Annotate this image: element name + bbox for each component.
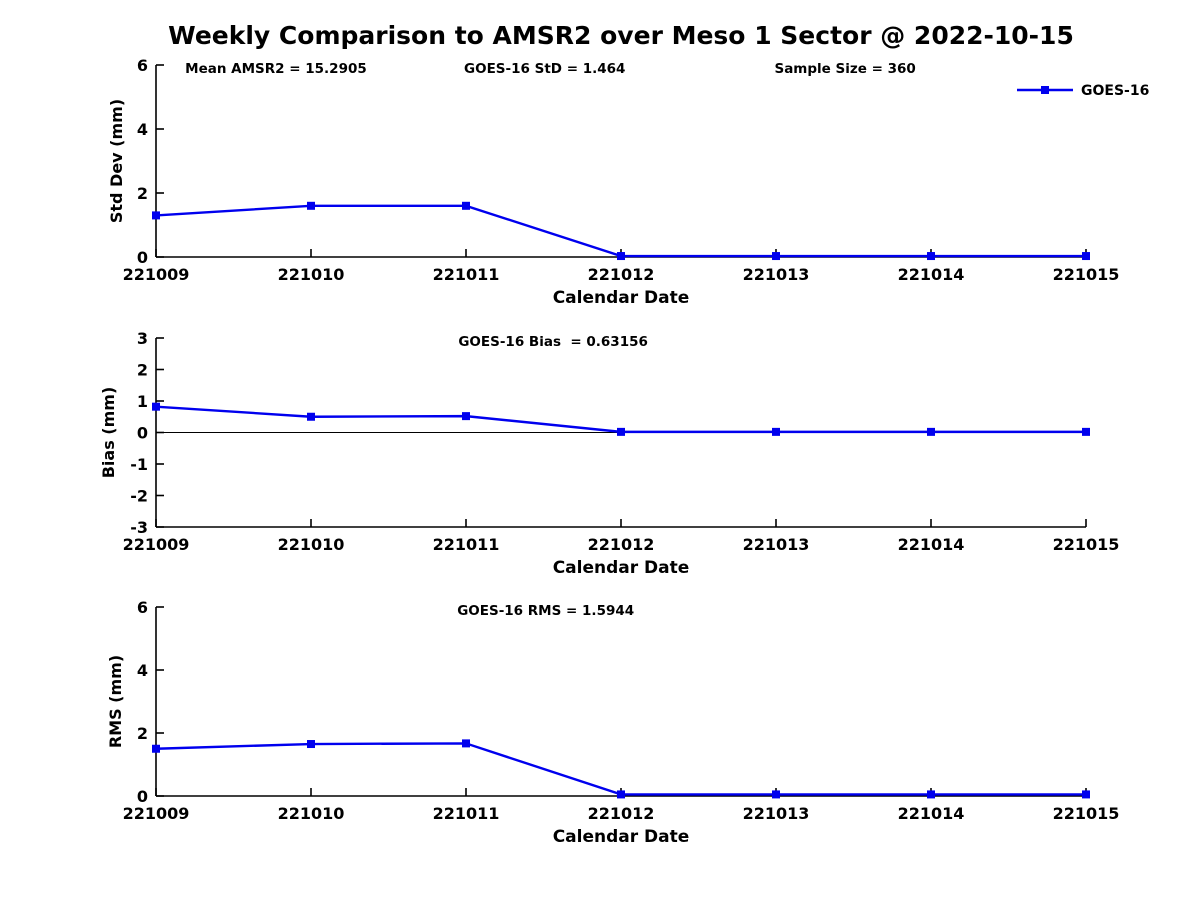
data-point-marker [1082,790,1090,799]
stat-annotation: GOES-16 StD = 1.464 [464,61,625,77]
series-line [155,204,1086,258]
data-point-marker [617,252,625,261]
y-tick-label: 0 [137,787,148,806]
x-tick-label: 221009 [123,265,190,284]
x-axis-label: Calendar Date [553,288,690,308]
y-tick-label: 2 [137,184,148,203]
x-tick-label: 221010 [278,265,345,284]
y-tick-label: 6 [137,56,148,75]
data-point-marker [462,412,470,421]
y-tick-label: 0 [137,248,148,267]
x-tick-label: 221014 [898,265,965,284]
x-tick-label: 221013 [743,535,810,554]
data-point-marker [307,740,315,749]
x-tick-label: 221015 [1053,535,1120,554]
data-point-marker [462,739,470,748]
y-axis-label: Std Dev (mm) [107,99,126,223]
y-tick-label: 1 [137,392,148,411]
x-tick-label: 221012 [588,535,655,554]
data-point-marker [927,790,935,799]
y-tick-label: -1 [130,455,148,474]
x-tick-label: 221011 [433,804,500,823]
chart-title: Weekly Comparison to AMSR2 over Meso 1 S… [168,21,1074,50]
data-point-marker [927,252,935,261]
x-tick-label: 221012 [588,265,655,284]
data-point-marker [617,790,625,799]
data-point-marker [1082,427,1090,436]
x-tick-label: 221014 [898,535,965,554]
data-point-marker [1082,252,1090,261]
subplot-rms [152,606,1090,799]
legend-label: GOES-16 [1081,83,1149,99]
data-point-marker [772,252,780,261]
x-tick-label: 221011 [433,535,500,554]
y-tick-label: 4 [137,661,148,680]
data-point-marker [152,744,160,753]
y-tick-label: 0 [137,424,148,443]
legend-marker [1041,86,1049,94]
y-tick-label: 2 [137,361,148,380]
subplot-std [152,64,1090,261]
x-tick-label: 221013 [743,265,810,284]
y-axis-label: RMS (mm) [106,655,125,748]
x-tick-label: 221011 [433,265,500,284]
data-point-marker [772,790,780,799]
x-axis-label: Calendar Date [553,558,690,578]
data-point-marker [152,402,160,411]
data-point-marker [617,427,625,436]
x-tick-label: 221015 [1053,265,1120,284]
stat-annotation: GOES-16 Bias = 0.63156 [458,334,648,350]
x-tick-label: 221014 [898,804,965,823]
x-tick-label: 221013 [743,804,810,823]
x-tick-label: 221009 [123,535,190,554]
y-tick-label: 4 [137,120,148,139]
stat-annotation: GOES-16 RMS = 1.5944 [457,603,634,619]
y-tick-label: 6 [137,598,148,617]
data-point-marker [152,211,160,220]
data-point-marker [307,412,315,421]
y-tick-label: 3 [137,329,148,348]
data-point-marker [772,427,780,436]
data-point-marker [927,427,935,436]
data-point-marker [462,201,470,210]
x-tick-label: 221010 [278,804,345,823]
series-line [155,742,1086,796]
x-tick-label: 221012 [588,804,655,823]
stat-annotation: Mean AMSR2 = 15.2905 [185,61,367,77]
y-tick-label: -3 [130,518,148,537]
x-axis-label: Calendar Date [553,827,690,847]
x-tick-label: 221010 [278,535,345,554]
data-point-marker [307,201,315,210]
stat-annotation: Sample Size = 360 [774,61,915,77]
x-tick-label: 221009 [123,804,190,823]
y-tick-label: 2 [137,724,148,743]
x-tick-label: 221015 [1053,804,1120,823]
y-axis-label: Bias (mm) [99,387,118,479]
y-tick-label: -2 [130,487,148,506]
subplot-bias [152,337,1090,528]
